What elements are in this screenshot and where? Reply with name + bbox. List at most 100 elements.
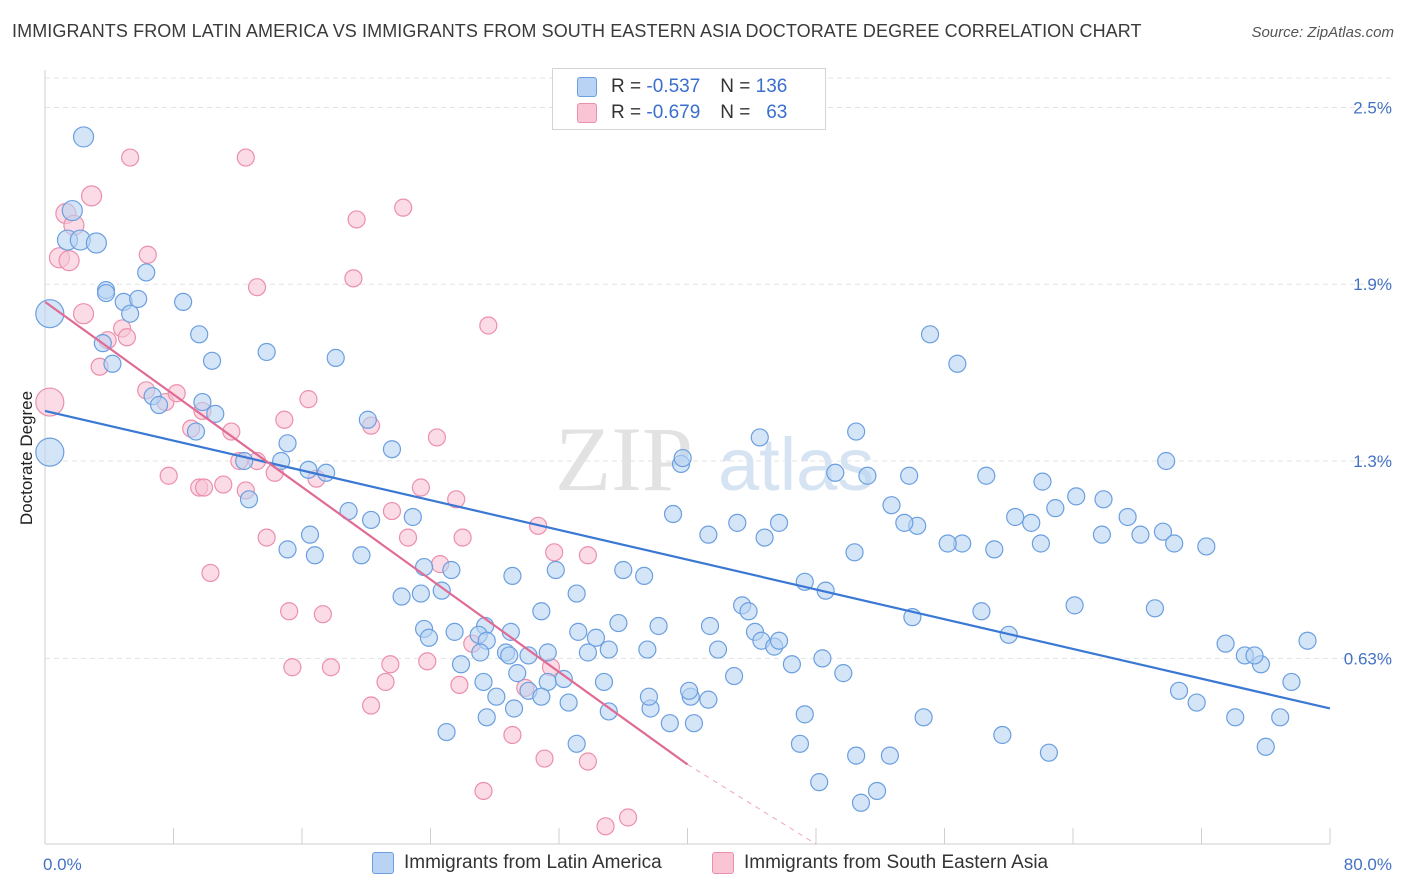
legend-r-value: -0.679	[646, 102, 701, 123]
latin-america-point-96	[739, 602, 758, 621]
latin-america-point-167	[1197, 537, 1216, 556]
southeast-asia-point-47	[280, 602, 299, 621]
watermark-zip: ZIP	[555, 408, 693, 510]
latin-america-point-65	[578, 643, 598, 662]
latin-america-point-130	[1094, 490, 1113, 509]
latin-america-point-156	[895, 513, 914, 532]
latin-america-point-26	[186, 422, 206, 441]
latin-america-point-151	[1031, 534, 1050, 553]
latin-america-point-127	[1022, 513, 1041, 532]
southeast-asia-point-3	[80, 185, 103, 207]
latin-america-point-142	[1226, 708, 1245, 727]
latin-america-point-105	[847, 746, 866, 765]
latin-america-point-12	[174, 292, 193, 312]
latin-america-point-125	[985, 540, 1004, 559]
southeast-asia-point-37	[447, 490, 466, 509]
latin-america-point-58	[419, 628, 438, 647]
latin-america-point-140	[1245, 646, 1264, 665]
latin-america-point-106	[867, 781, 887, 801]
latin-america-point-100	[700, 616, 720, 636]
southeast-asia-point-40	[398, 528, 418, 547]
bottom-legend-label: Immigrants from South Eastern Asia	[744, 852, 1049, 873]
latin-america-point-68	[500, 646, 519, 665]
latin-america-point-16	[257, 342, 276, 362]
southeast-asia-point-63	[596, 817, 615, 836]
latin-america-point-50	[532, 602, 551, 621]
latin-america-point-59	[445, 622, 464, 641]
latin-america-point-138	[1187, 693, 1206, 712]
latin-america-point-141	[1169, 681, 1189, 700]
x-tick-label-max: 80.0%	[1344, 855, 1392, 874]
legend-swatch-blue	[577, 77, 597, 97]
latin-america-point-164	[1033, 472, 1052, 491]
latin-america-point-149	[755, 528, 774, 547]
latin-america-point-78	[504, 699, 524, 718]
southeast-asia-point-58	[361, 696, 381, 715]
southeast-asia-point-5	[138, 245, 157, 264]
series-southeast-asia-points	[35, 148, 638, 836]
latin-america-point-40	[414, 557, 434, 577]
latin-america-point-48	[614, 560, 633, 580]
latin-america-point-115	[699, 525, 718, 544]
southeast-asia-point-38	[382, 501, 402, 521]
southeast-asia-point-53	[381, 655, 400, 674]
latin-america-point-79	[559, 693, 578, 712]
latin-america-point-70	[508, 664, 527, 683]
bottom-legend-label: Immigrants from Latin America	[404, 852, 662, 873]
latin-america-point-90	[724, 666, 744, 686]
southeast-asia-point-9	[394, 198, 413, 217]
latin-america-point-82	[567, 734, 586, 753]
latin-america-point-0	[72, 126, 95, 148]
latin-america-point-160	[1271, 708, 1290, 727]
southeast-asia-point-13	[117, 328, 137, 347]
source-label: Source: ZipAtlas.com	[1251, 24, 1394, 41]
southeast-asia-point-48	[313, 605, 332, 624]
legend-r-label: R =	[611, 76, 642, 97]
latin-america-point-80	[599, 702, 618, 721]
latin-america-point-77	[487, 687, 506, 706]
latin-america-point-97	[782, 655, 802, 674]
latin-america-point-66	[599, 640, 618, 659]
southeast-asia-point-21	[222, 422, 241, 441]
latin-america-point-47	[567, 584, 586, 603]
southeast-asia-point-22	[275, 410, 294, 429]
latin-america-point-103	[790, 734, 810, 753]
southeast-asia-point-39	[257, 528, 276, 547]
latin-america-point-131	[1118, 507, 1137, 527]
latin-america-point-73	[554, 669, 573, 689]
latin-america-point-14	[103, 354, 122, 373]
latin-america-point-84	[451, 655, 471, 674]
latin-america-point-56	[649, 616, 668, 636]
legend-n-label: N =	[720, 76, 751, 97]
southeast-asia-point-23	[299, 390, 318, 409]
latin-america-point-144	[1039, 743, 1059, 762]
x-tick-label-min: 0.0%	[43, 855, 82, 874]
latin-america-point-11	[121, 304, 140, 323]
legend-r-value: -0.537	[646, 76, 701, 97]
latin-america-point-36	[278, 540, 297, 559]
southeast-asia-point-32	[214, 475, 233, 494]
latin-america-point-162	[948, 354, 967, 373]
latin-america-point-143	[1256, 737, 1275, 756]
latin-america-point-154	[972, 602, 991, 621]
latin-america-point-166	[1165, 534, 1184, 553]
latin-america-point-4	[85, 232, 108, 254]
latin-america-point-145	[993, 725, 1012, 745]
latin-america-point-24	[358, 410, 377, 429]
latin-america-point-55	[609, 613, 628, 633]
southeast-asia-point-8	[344, 269, 363, 288]
bottom-legend-southeast-asia: Immigrants from South Eastern Asia	[712, 852, 1048, 874]
trendline-southeast-asia	[44, 301, 689, 766]
latin-america-point-42	[432, 581, 451, 600]
latin-america-point-38	[352, 546, 371, 565]
latin-america-point-13	[190, 325, 209, 344]
southeast-asia-point-7	[347, 210, 366, 229]
latin-america-point-31	[316, 463, 336, 482]
latin-america-point-1	[61, 199, 83, 222]
legend-n-value: 63	[766, 102, 788, 123]
latin-america-point-41	[442, 560, 461, 580]
latin-america-point-89	[684, 714, 704, 733]
latin-america-point-126	[1006, 507, 1025, 527]
latin-america-point-91	[708, 640, 728, 659]
latin-america-point-99	[813, 649, 832, 668]
